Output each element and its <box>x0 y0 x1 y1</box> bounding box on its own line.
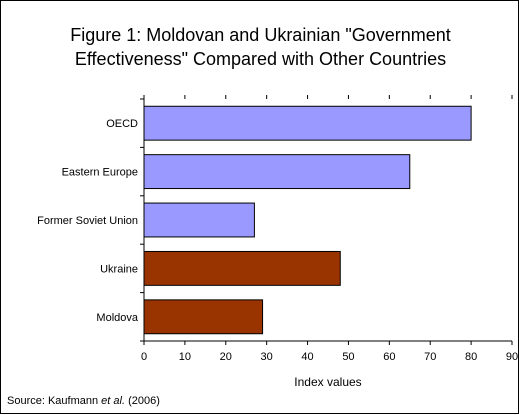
category-label-eastern-europe: Eastern Europe <box>62 167 138 179</box>
bar-ukraine <box>143 250 341 286</box>
category-label-former-soviet-union: Former Soviet Union <box>37 215 138 227</box>
x-tick-label: 60 <box>383 351 395 363</box>
category-labels: OECD Eastern Europe Former Soviet Union Ukr… <box>37 118 139 324</box>
x-tick-labels: 0 10 20 30 40 50 60 70 80 90 <box>141 351 518 363</box>
category-label-moldova: Moldova <box>96 312 138 324</box>
source-italic: et al. <box>101 395 126 407</box>
x-tick-label: 30 <box>261 351 273 363</box>
bar-oecd <box>143 105 472 141</box>
x-tick-label: 70 <box>424 351 436 363</box>
bar-eastern-europe <box>143 154 411 190</box>
chart-title-line-1: Figure 1: Moldovan and Ukrainian "Govern… <box>70 25 451 45</box>
x-tick-label: 10 <box>179 351 191 363</box>
x-tick-label: 40 <box>301 351 313 363</box>
x-tick-label: 50 <box>342 351 354 363</box>
x-tick-label: 0 <box>141 351 147 363</box>
x-axis-label: Index values <box>294 375 361 389</box>
source-suffix: (2006) <box>125 395 160 407</box>
source-prefix: Source: Kaufmann <box>7 395 102 407</box>
chart-title-line-2: Effectiveness" Compared with Other Count… <box>74 49 447 69</box>
bars-group <box>143 105 472 335</box>
x-tick-label: 90 <box>506 351 518 363</box>
category-label-oecd: OECD <box>106 118 138 130</box>
bar-former-soviet-union <box>143 202 255 238</box>
category-label-ukraine: Ukraine <box>100 263 138 275</box>
axes-group <box>140 95 513 345</box>
x-tick-label: 20 <box>220 351 232 363</box>
chart-title: Figure 1: Moldovan and Ukrainian "Govern… <box>1 23 519 71</box>
x-tick-label: 80 <box>465 351 477 363</box>
source-note: Source: Kaufmann et al. (2006) <box>7 395 160 407</box>
bar-moldova <box>143 299 264 335</box>
